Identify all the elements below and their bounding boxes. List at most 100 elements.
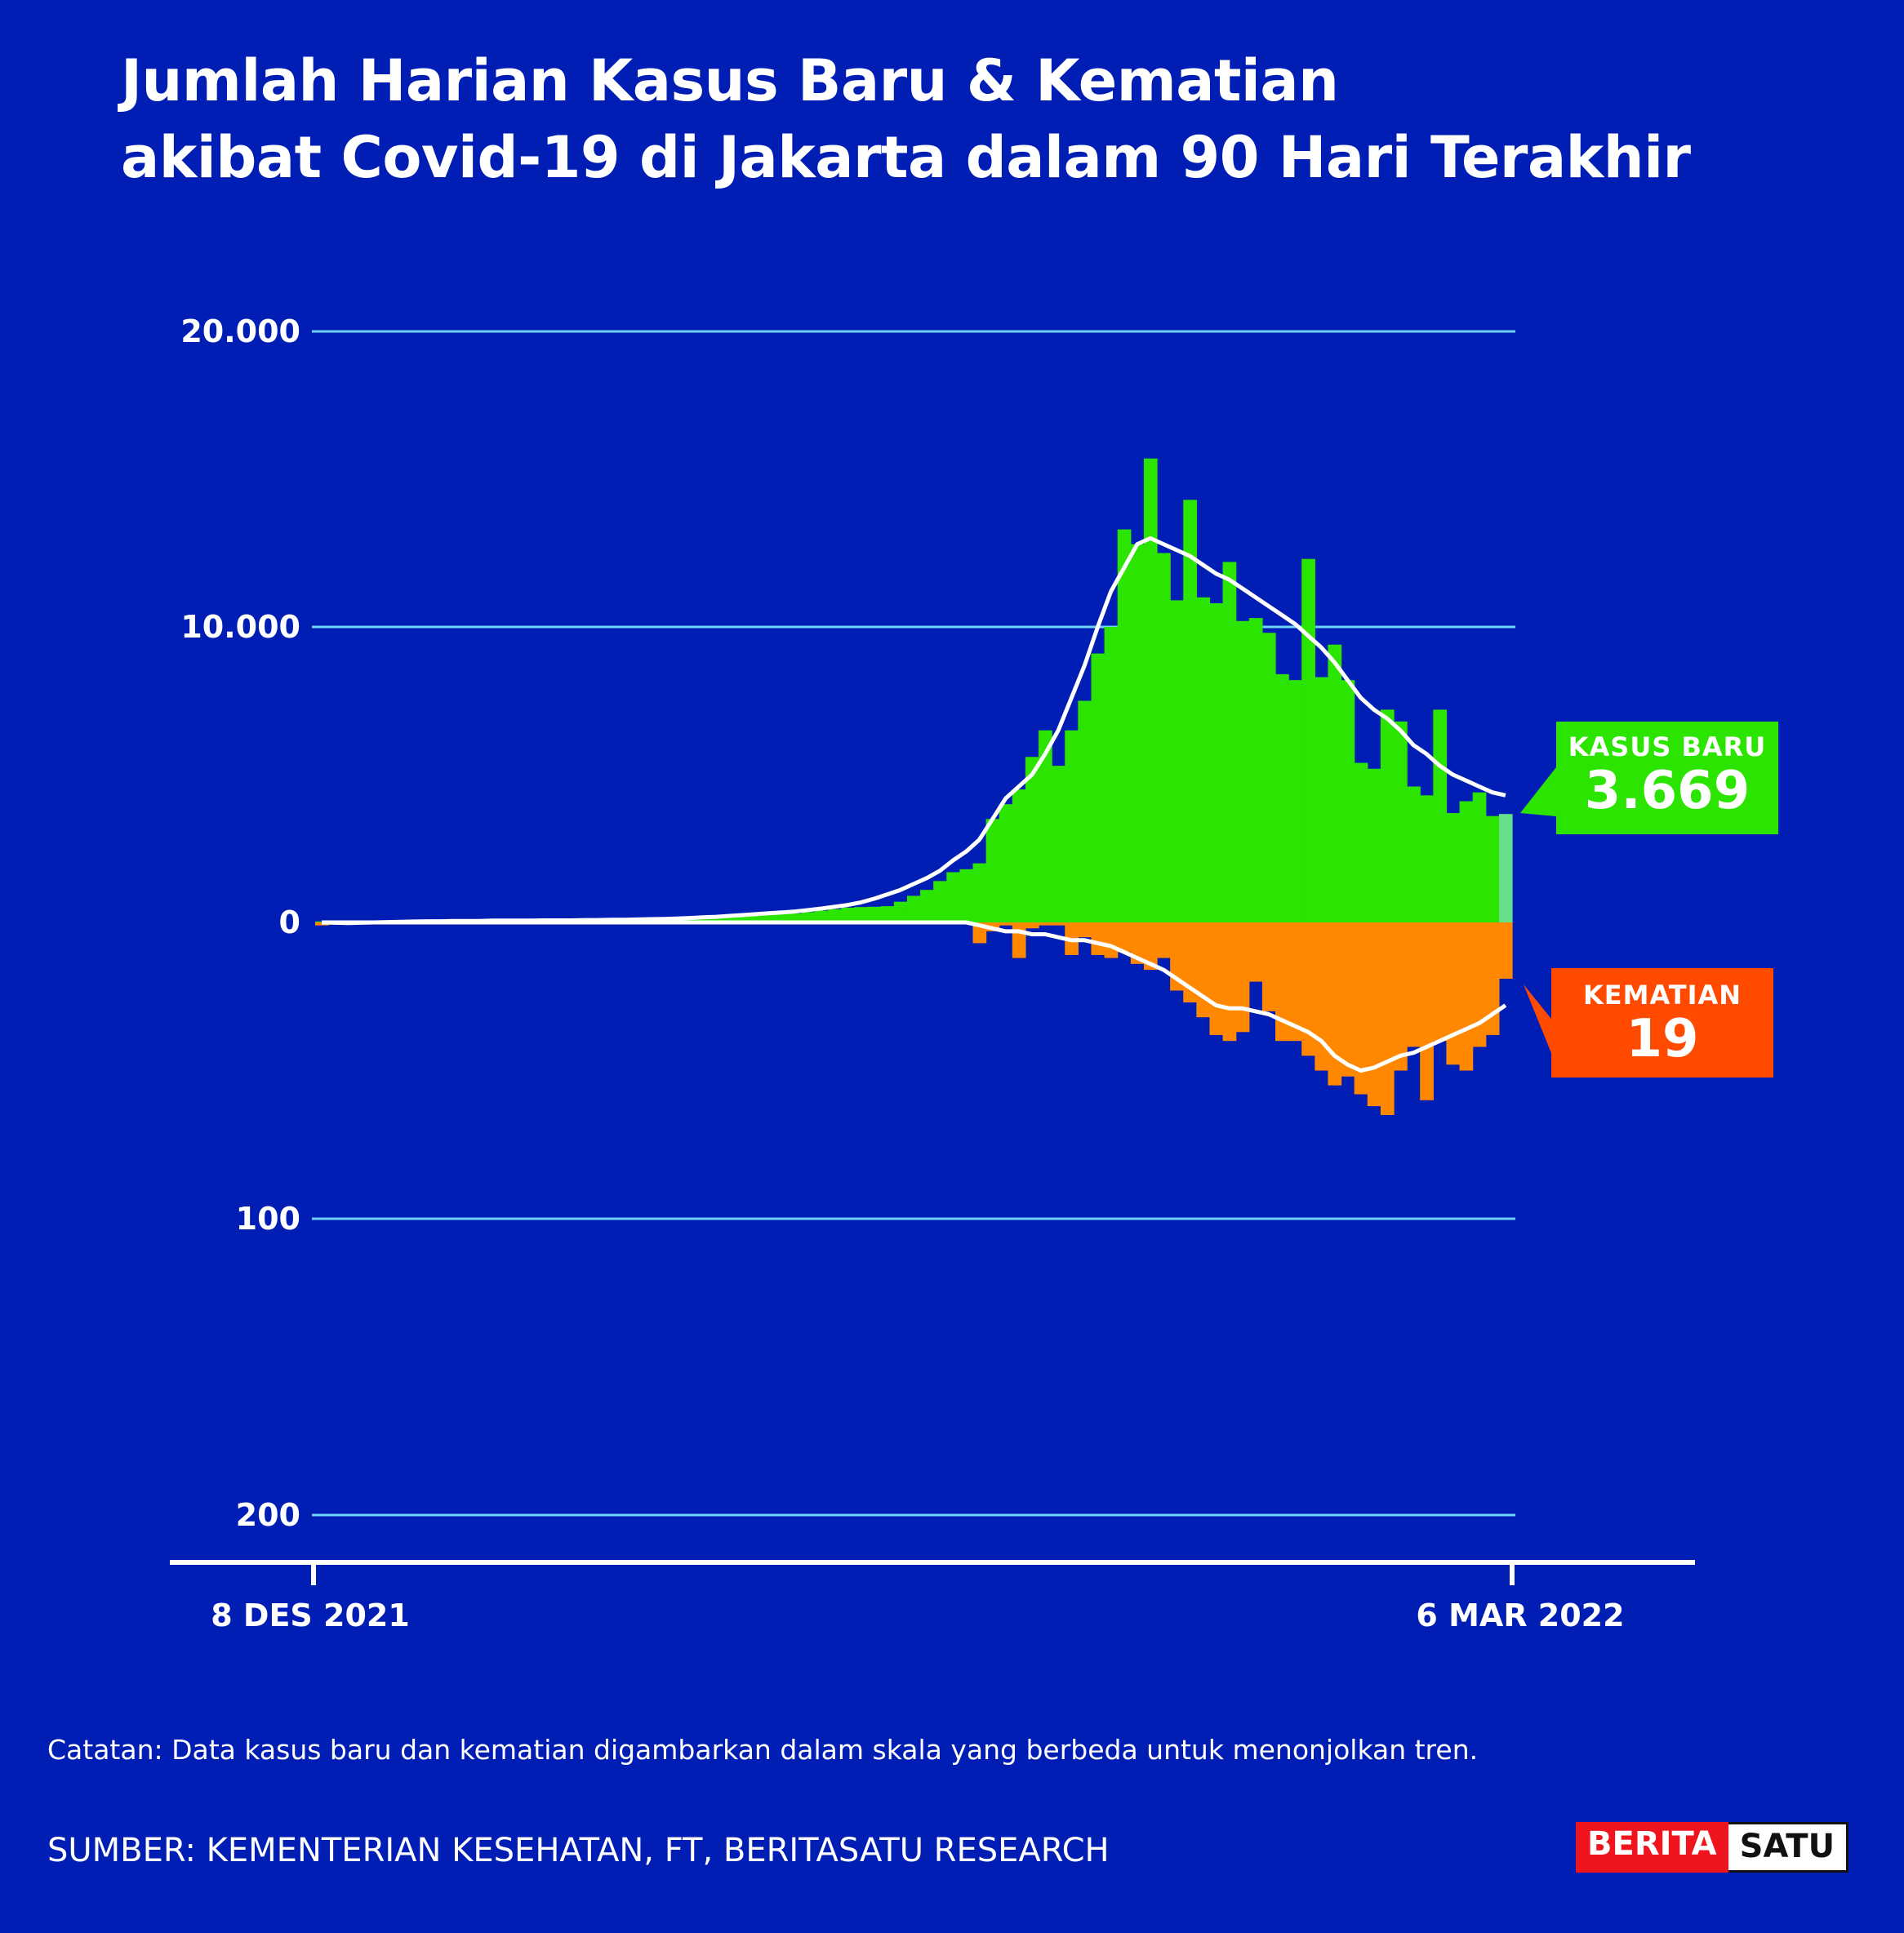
logo-part-berita: BERITA	[1576, 1822, 1728, 1873]
y-tick-label: 0	[279, 904, 300, 940]
death-bar	[1261, 922, 1276, 1011]
case-bar	[788, 913, 803, 922]
death-bar	[1025, 922, 1039, 929]
case-bar	[1170, 600, 1184, 922]
case-bar	[1498, 814, 1513, 922]
death-bar	[1117, 922, 1132, 953]
cases-callout-label: KASUS BARU	[1568, 731, 1767, 762]
case-bar	[1078, 700, 1092, 922]
case-bar	[1275, 673, 1289, 922]
case-bar	[1130, 544, 1145, 922]
case-bar	[1183, 500, 1197, 922]
case-bar	[959, 869, 974, 922]
case-bar	[1157, 553, 1171, 922]
death-bar	[1459, 922, 1474, 1071]
death-bar	[1341, 922, 1355, 1077]
case-bar	[841, 907, 856, 922]
case-bar	[1091, 653, 1105, 922]
case-bar	[972, 863, 987, 922]
case-bar	[1485, 815, 1500, 922]
death-bar	[1498, 922, 1513, 979]
case-bar	[1104, 627, 1119, 922]
case-bar	[1209, 603, 1224, 922]
death-bar	[1143, 922, 1158, 971]
case-bar	[893, 901, 908, 922]
case-bar	[946, 872, 960, 922]
case-bar	[1354, 762, 1368, 922]
death-bar	[1354, 922, 1368, 1095]
deaths-callout-pointer	[1524, 984, 1551, 1053]
case-bar	[920, 890, 934, 922]
case-bar	[828, 909, 842, 922]
chart-title-line-1: Jumlah Harian Kasus Baru & Kematian	[121, 47, 1339, 114]
death-bar	[1222, 922, 1237, 1042]
death-bar	[1209, 922, 1224, 1035]
x-tick-label: 8 DES 2021	[211, 1598, 410, 1633]
case-bar	[1222, 562, 1237, 922]
case-bar	[854, 907, 869, 922]
case-bar	[1248, 618, 1263, 922]
death-bar	[1091, 922, 1105, 955]
case-bar	[683, 918, 697, 922]
cases-callout-value: 3.669	[1584, 761, 1751, 821]
case-bar	[736, 916, 750, 922]
y-tick-label: 200	[236, 1497, 300, 1533]
case-bar	[1039, 730, 1052, 922]
death-bar	[1196, 922, 1211, 1018]
case-bar	[1235, 620, 1250, 922]
case-bar	[1196, 597, 1211, 922]
chart-title-line-2: akibat Covid-19 di Jakarta dalam 90 Hari…	[121, 124, 1691, 191]
death-bar	[1472, 922, 1487, 1047]
case-bar	[710, 917, 724, 922]
case-bar	[1025, 757, 1039, 922]
beritasatu-logo: BERITA SATU	[1576, 1822, 1849, 1873]
y-tick-label: 10.000	[180, 609, 300, 645]
case-bar	[696, 918, 710, 922]
case-bar	[1433, 709, 1448, 922]
case-bar	[802, 912, 816, 922]
case-bar	[1117, 529, 1132, 922]
death-bar	[1052, 922, 1065, 926]
case-bar	[985, 819, 1000, 922]
death-bar	[1433, 922, 1448, 1042]
deaths-callout-label: KEMATIAN	[1582, 980, 1742, 1011]
case-bar	[1143, 458, 1158, 922]
chart-title: Jumlah Harian Kasus Baru & Kematian akib…	[121, 42, 1835, 196]
death-bar	[1407, 922, 1421, 1047]
source-text: SUMBER: KEMENTERIAN KESEHATAN, FT, BERIT…	[47, 1832, 1110, 1869]
case-bar	[999, 804, 1013, 922]
case-bar	[1420, 795, 1434, 922]
case-bar	[749, 915, 763, 922]
death-bar	[1420, 922, 1434, 1100]
death-bar	[1328, 922, 1342, 1086]
death-bar	[1130, 922, 1145, 964]
case-bar	[867, 906, 882, 922]
death-bar	[1315, 922, 1329, 1071]
deaths-callout: KEMATIAN 19	[1551, 968, 1773, 1078]
cases-callout: KASUS BARU 3.669	[1556, 722, 1778, 834]
x-tick-label: 6 MAR 2022	[1416, 1598, 1624, 1633]
case-bar	[1288, 680, 1302, 922]
case-bar	[906, 895, 921, 922]
logo-part-satu: SATU	[1728, 1822, 1849, 1873]
death-bar	[1275, 922, 1289, 1042]
case-bar	[1407, 786, 1421, 922]
death-bar	[1301, 922, 1315, 1056]
death-bar	[1170, 922, 1184, 991]
death-bar	[1394, 922, 1408, 1071]
death-bar	[1367, 922, 1381, 1107]
case-bar	[1472, 792, 1487, 922]
death-bar	[1485, 922, 1500, 1035]
case-bar	[775, 913, 790, 922]
case-bar	[1052, 766, 1065, 922]
death-bar	[1235, 922, 1250, 1033]
case-bar	[1261, 633, 1276, 922]
case-bar	[1380, 709, 1395, 922]
case-bar	[815, 910, 829, 922]
death-bar	[1288, 922, 1302, 1042]
deaths-trend-line	[322, 920, 1507, 1073]
case-bar	[1012, 789, 1026, 922]
case-bar	[1328, 644, 1342, 922]
y-tick-label: 100	[236, 1201, 300, 1237]
